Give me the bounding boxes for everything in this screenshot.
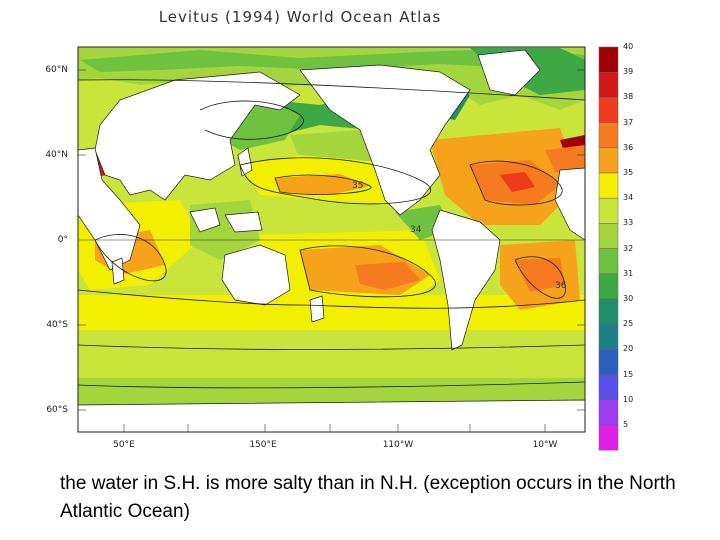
contour-label: 35 [352,181,363,191]
contour-line [78,381,585,389]
colorbar-label: 35 [623,168,634,177]
colorbar-label: 34 [623,193,634,203]
contour-line [199,100,304,140]
colorbar-label: 25 [623,319,634,329]
colorbar-label: 38 [623,92,634,102]
grid-lines [78,69,585,432]
contour-line [274,174,372,195]
caption-text: the water in S.H. is more salty than in … [60,473,676,522]
south-pacific-max [355,262,420,290]
colorbar-label: 5 [623,420,629,429]
longitude-label: 50°E [113,440,135,450]
latitude-label: 0° [57,235,68,245]
colorbar-label: 15 [623,369,634,379]
latitude-label: 40°N [45,150,68,160]
southern-band [78,330,585,385]
south-atlantic-high [515,258,565,292]
colorbar-swatch [598,197,619,224]
map-frame [77,46,586,433]
colorbar-swatch [598,122,619,149]
colorbar-swatch [598,97,619,123]
land-new-guinea [224,211,263,233]
contour-line [299,245,436,298]
land-borneo [189,207,221,233]
colorbar-swatch [598,223,619,249]
colorbar-swatch [598,298,619,325]
land-south-america [431,209,501,351]
north-pacific-high [275,174,370,195]
colorbar-label: 20 [623,344,634,354]
land-africa-east [78,147,141,271]
colorbar-label: 37 [623,117,634,127]
colorbar-swatch [598,71,619,98]
mediterranean-east [545,145,585,175]
contour-label: 34 [410,225,422,235]
arctic-low-region [80,48,585,72]
contour-line [78,344,585,350]
colorbar-swatch [598,248,619,275]
colorbar-label: 33 [623,218,634,228]
contour-line [94,234,167,282]
longitude-label: 110°W [382,440,414,450]
colorbar-label: 32 [623,243,634,253]
colorbar-swatch [598,147,619,174]
land-africa-west [554,167,585,241]
contour-line [78,289,585,309]
longitude-label: 10°W [532,440,558,450]
colorbar-label: 10 [623,394,634,404]
colorbar-label: 31 [623,268,634,278]
north-atlantic-max [500,172,535,192]
map-title: Levitus (1994) World Ocean Atlas [158,8,442,26]
colorbar-label: 30 [623,294,634,303]
colorbar-label: 39 [623,67,634,77]
latitude-label: 60°N [45,65,68,75]
latitude-label: 60°S [46,405,68,415]
colorbar-swatch [598,424,619,451]
colorbar [598,46,619,451]
contour-line [78,79,585,101]
colorbar-swatch [598,172,619,199]
colorbar-swatch [598,399,619,426]
land-greenland [477,49,541,96]
land-australia [221,244,291,306]
contour-line [239,157,431,205]
land-masses [78,49,585,432]
colorbar-label: 36 [623,142,634,152]
land-eurasia [94,71,301,201]
colorbar-swatch [598,273,619,300]
land-antarctica [78,399,585,432]
contour-label: 36 [555,281,567,291]
longitude-label: 150°E [249,440,277,450]
land-madagascar [111,257,125,285]
land-new-zealand [309,295,325,323]
colorbar-label: 40 [623,42,634,51]
contour-lines [78,79,585,389]
latitude-label: 40°S [46,320,68,330]
contour-line [469,160,563,206]
colorbar-swatch [598,374,619,401]
colorbar-swatch [598,46,619,73]
contour-line [514,256,566,299]
colorbar-swatch [598,323,619,350]
colorbar-swatch [598,349,619,375]
